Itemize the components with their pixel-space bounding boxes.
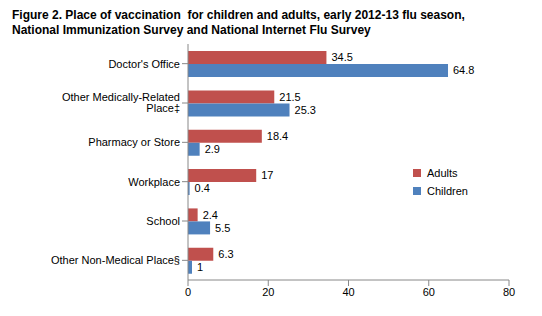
svg-text:Other Medically-RelatedPlace‡: Other Medically-RelatedPlace‡: [62, 91, 180, 114]
svg-text:School: School: [146, 215, 180, 227]
svg-text:80: 80: [503, 286, 515, 298]
svg-text:21.5: 21.5: [279, 91, 300, 103]
svg-text:0.4: 0.4: [195, 182, 210, 194]
svg-text:17: 17: [261, 169, 273, 181]
svg-text:2.4: 2.4: [203, 209, 218, 221]
svg-text:64.8: 64.8: [453, 64, 474, 76]
svg-text:Workplace: Workplace: [128, 176, 180, 188]
svg-text:Pharmacy or Store: Pharmacy or Store: [88, 136, 180, 148]
svg-text:Other Non-Medical Place§: Other Non-Medical Place§: [51, 254, 180, 266]
svg-text:6.3: 6.3: [218, 248, 233, 260]
svg-text:0: 0: [185, 286, 191, 298]
html-text:Figure 2. Place of vaccination: Figure 2. Place of vaccination for child…: [12, 8, 469, 37]
svg-text:1: 1: [197, 261, 203, 273]
svg-text:20: 20: [262, 286, 274, 298]
svg-text:34.5: 34.5: [331, 51, 352, 63]
html-text:Children: Children: [427, 185, 468, 197]
svg-text:5.5: 5.5: [215, 222, 230, 234]
svg-text:2.9: 2.9: [205, 143, 220, 155]
svg-text:40: 40: [342, 286, 354, 298]
html-text:Adults: Adults: [427, 167, 458, 179]
svg-text:60: 60: [423, 286, 435, 298]
svg-text:25.3: 25.3: [295, 104, 316, 116]
svg-text:18.4: 18.4: [267, 130, 288, 142]
svg-text:Doctor's Office: Doctor's Office: [108, 58, 180, 70]
